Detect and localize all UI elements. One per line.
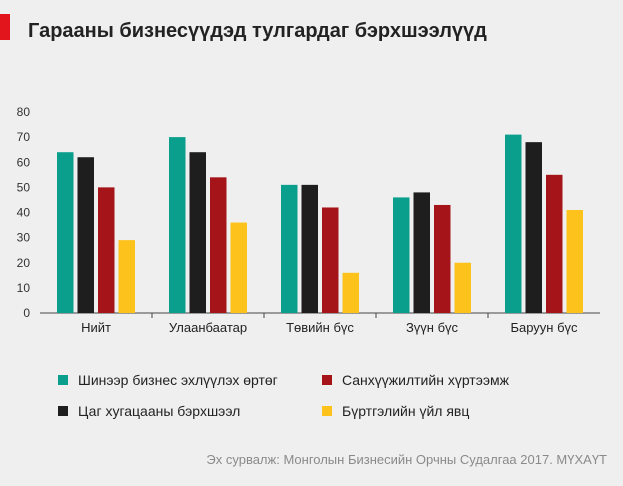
bar [189,152,206,313]
y-tick-label: 60 [17,155,31,169]
x-category-label: Улаанбаатар [169,320,247,335]
legend-item-time: Цаг хугацааны бэрхшээл [58,403,240,419]
bar [546,174,563,313]
x-category-label: Төвийн бүс [286,320,354,335]
bar [77,157,94,313]
legend-label-cost: Шинээр бизнес эхлүүлэх өртөг [78,372,278,388]
bar [230,222,247,313]
bar [413,192,430,313]
legend-label-finance: Санхүүжилтийн хүртээмж [342,372,509,388]
chart-title: Гарааны бизнесүүдэд тулгардаг бэрхшээлүү… [28,20,487,42]
y-tick-label: 20 [17,256,31,270]
legend-swatch-cost [58,375,68,385]
bar [566,209,583,313]
bar [169,137,186,313]
x-category-label: Баруун бүс [510,320,578,335]
y-tick-label: 10 [17,281,31,295]
legend-swatch-registration [322,406,332,416]
bar [525,142,542,313]
bar [281,184,298,313]
accent-bar [0,14,10,40]
bar [342,272,359,313]
y-tick-label: 40 [17,206,31,220]
y-tick-label: 50 [17,180,31,194]
bar [301,184,318,313]
legend-item-cost: Шинээр бизнес эхлүүлэх өртөг [58,372,278,388]
source-note: Эх сурвалж: Монголын Бизнесийн Орчны Суд… [206,452,607,467]
y-tick-label: 80 [17,105,31,119]
legend-swatch-time [58,406,68,416]
y-tick-label: 70 [17,130,31,144]
bar [210,177,227,313]
y-tick-label: 30 [17,231,31,245]
bar [454,262,471,313]
bar [322,207,339,313]
bar [393,197,410,313]
bar [57,152,74,313]
legend: Шинээр бизнес эхлүүлэх өртөг Санхүүжилти… [58,372,598,432]
legend-label-registration: Бүртгэлийн үйл явц [342,403,470,419]
bar [505,134,522,313]
bar [434,204,451,313]
legend-item-finance: Санхүүжилтийн хүртээмж [322,372,509,388]
legend-swatch-finance [322,375,332,385]
legend-label-time: Цаг хугацааны бэрхшээл [78,403,241,419]
bar [98,187,115,313]
y-tick-label: 0 [23,306,30,320]
x-category-label: Зүүн бүс [406,320,459,335]
legend-item-registration: Бүртгэлийн үйл явц [322,403,469,419]
bar [118,240,135,313]
x-category-label: Нийт [81,320,111,335]
